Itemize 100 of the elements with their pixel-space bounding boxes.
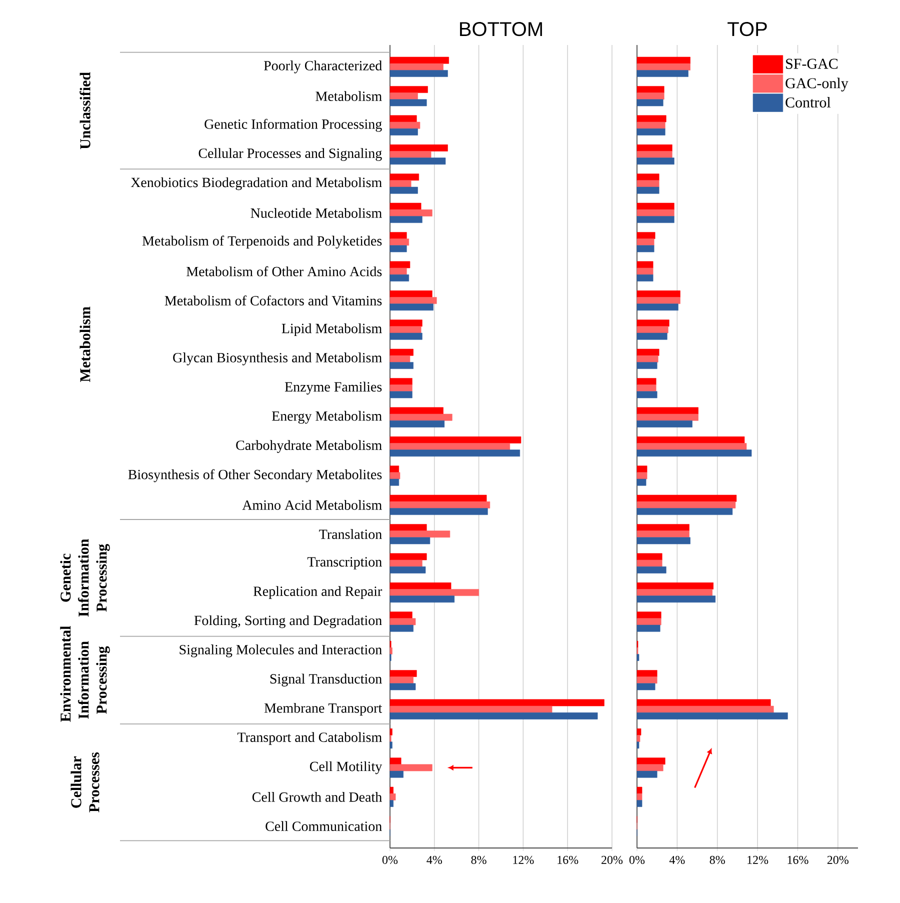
y-tick-label: Cell Growth and Death bbox=[252, 792, 382, 802]
bar bbox=[636, 320, 670, 327]
bar bbox=[390, 180, 412, 188]
y-tick-label: Translation bbox=[319, 529, 382, 540]
bar bbox=[636, 70, 688, 77]
bar bbox=[390, 348, 414, 356]
bar bbox=[636, 209, 674, 216]
bar bbox=[636, 553, 662, 560]
bar bbox=[390, 589, 479, 596]
bar bbox=[390, 297, 437, 304]
x-tick-label: 8% bbox=[471, 856, 486, 864]
bar bbox=[636, 391, 658, 398]
bar bbox=[636, 86, 664, 93]
y-tick-label: Enzyme Families bbox=[284, 382, 382, 394]
bar bbox=[390, 70, 448, 77]
x-tick-label: 20% bbox=[602, 856, 623, 864]
y-tick-label: Transport and Catabolism bbox=[237, 732, 382, 745]
bar bbox=[390, 304, 434, 311]
bar bbox=[390, 115, 417, 122]
bar bbox=[636, 566, 666, 574]
legend-label: GAC-only bbox=[786, 78, 848, 92]
bar bbox=[636, 326, 668, 334]
bar bbox=[390, 56, 449, 64]
bar bbox=[636, 478, 646, 486]
bar bbox=[636, 676, 658, 684]
bar bbox=[390, 332, 422, 340]
bar bbox=[390, 391, 412, 398]
bar bbox=[390, 764, 432, 772]
bar bbox=[390, 450, 520, 457]
bar bbox=[636, 530, 690, 538]
bar bbox=[390, 537, 430, 544]
y-tick-label: Replication and Repair bbox=[253, 586, 382, 599]
bar bbox=[636, 466, 648, 473]
bar bbox=[636, 407, 698, 414]
bar bbox=[636, 355, 658, 362]
bar bbox=[390, 670, 417, 677]
y-tick-label: Poorly Characterized bbox=[264, 60, 382, 74]
bar bbox=[390, 494, 487, 502]
bar bbox=[390, 268, 407, 275]
bar bbox=[636, 582, 714, 590]
x-tick-label: 16% bbox=[788, 856, 808, 864]
bar bbox=[390, 712, 598, 720]
y-tick-label: Lipid Metabolism bbox=[282, 323, 382, 336]
bar bbox=[390, 86, 428, 93]
bar bbox=[636, 683, 656, 690]
bar bbox=[636, 560, 662, 567]
bar bbox=[390, 436, 522, 444]
bar bbox=[636, 624, 660, 632]
bar bbox=[636, 618, 662, 626]
bar bbox=[390, 216, 422, 223]
bar bbox=[390, 362, 414, 369]
bar bbox=[636, 508, 733, 515]
bar bbox=[390, 420, 445, 428]
y-tick-label: Carbohydrate Metabolism bbox=[236, 440, 382, 453]
bar bbox=[636, 800, 642, 807]
bar bbox=[390, 245, 407, 252]
bar bbox=[390, 151, 432, 158]
bar bbox=[390, 758, 402, 765]
bar bbox=[390, 478, 400, 486]
x-tick-label: 16% bbox=[558, 856, 578, 864]
bar bbox=[636, 144, 672, 152]
bar bbox=[636, 728, 642, 736]
bar bbox=[390, 320, 422, 327]
bar bbox=[390, 414, 452, 421]
text: Genetic Information Processing bbox=[60, 538, 110, 617]
x-tick-label: 12% bbox=[748, 856, 768, 864]
bar bbox=[390, 530, 450, 538]
bar bbox=[390, 144, 448, 152]
bar bbox=[636, 501, 736, 508]
bar bbox=[390, 706, 552, 713]
bar bbox=[390, 699, 604, 706]
y-tick-label: Nucleotide Metabolism bbox=[250, 208, 382, 218]
y-tick-label: Cell Communication bbox=[266, 821, 382, 832]
bar bbox=[636, 268, 654, 275]
bar bbox=[390, 582, 452, 590]
bar bbox=[390, 676, 414, 684]
y-tick-label: Folding, Sorting and Degradation bbox=[194, 615, 382, 628]
bar bbox=[390, 466, 400, 473]
bar bbox=[390, 128, 418, 136]
y-tick-label: Amino Acid Metabolism bbox=[242, 500, 382, 510]
x-tick-label: 20% bbox=[827, 856, 848, 864]
bar bbox=[636, 764, 664, 772]
bar bbox=[390, 274, 410, 282]
bar bbox=[390, 202, 422, 210]
bar bbox=[636, 612, 662, 619]
y-tick-label: Cell Motility bbox=[310, 761, 382, 774]
bar bbox=[636, 99, 664, 106]
y-tick-label: Biosynthesis of Other Secondary Metabolites bbox=[128, 469, 382, 482]
y-tick-label: Metabolism of Terpenoids and Polyketides bbox=[142, 236, 382, 249]
bar bbox=[636, 524, 690, 531]
y-tick-label: Signal Transduction bbox=[270, 674, 382, 686]
bar bbox=[636, 216, 674, 223]
bar bbox=[636, 151, 672, 158]
y-tick-label: Metabolism bbox=[316, 91, 382, 102]
y-tick-label: Metabolism of Other Amino Acids bbox=[186, 266, 382, 276]
bar bbox=[636, 735, 640, 742]
bar bbox=[390, 793, 396, 800]
bar bbox=[636, 758, 666, 765]
bar bbox=[636, 297, 680, 304]
bar bbox=[636, 670, 658, 677]
